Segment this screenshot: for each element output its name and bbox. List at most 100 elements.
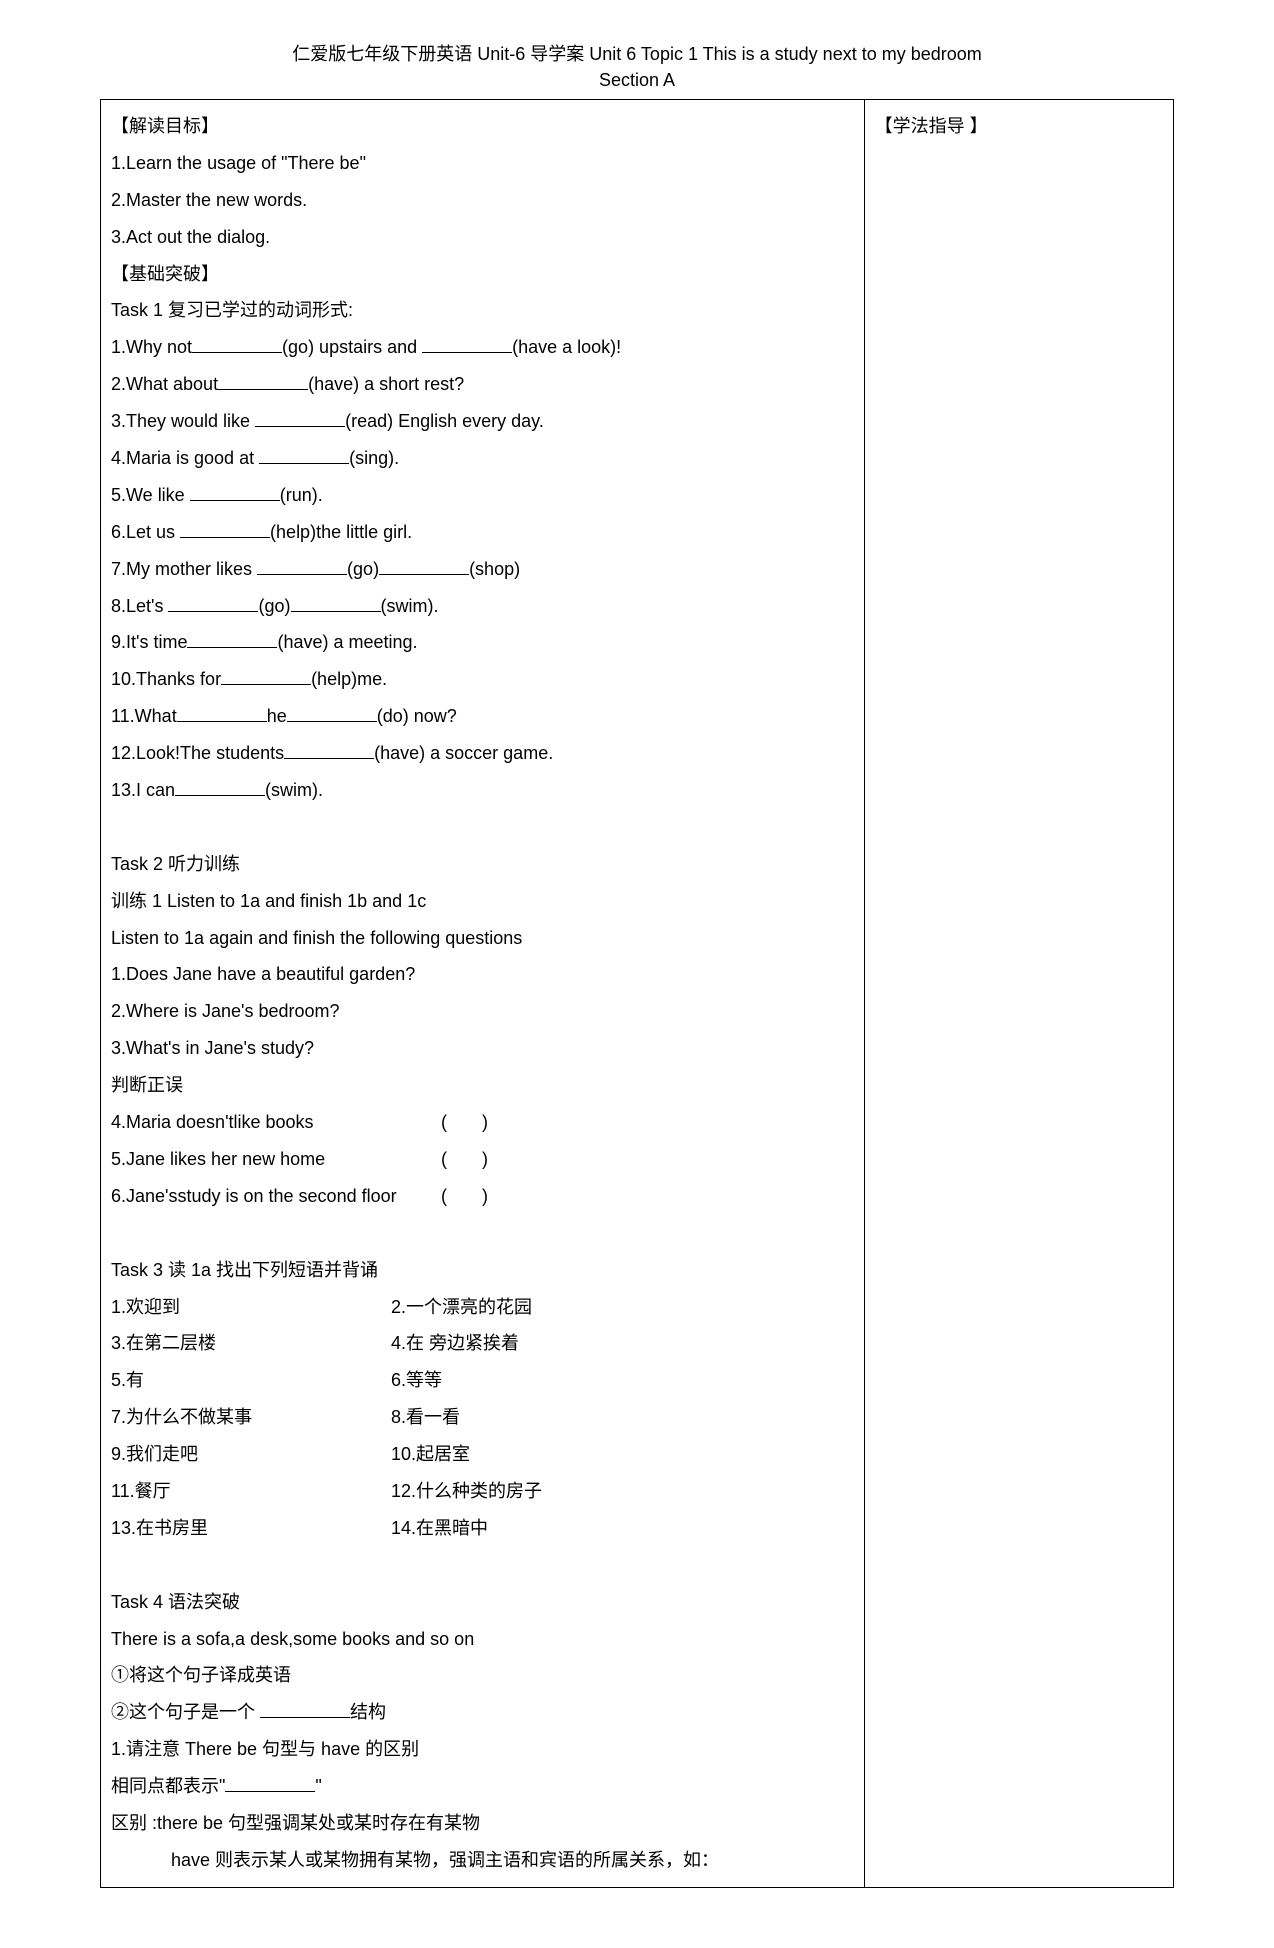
page-title-line2: Section A (100, 70, 1174, 91)
judge-title: 判断正误 (111, 1067, 854, 1104)
text: (shop) (469, 559, 520, 579)
task1-item: 6.Let us (help)the little girl. (111, 514, 854, 551)
task1-item: 2.What about (have) a short rest? (111, 366, 854, 403)
judge-text: 4.Maria doesn'tlike books (111, 1104, 441, 1141)
fill-blank[interactable] (259, 445, 349, 464)
task1-item: 8.Let's (go)(swim). (111, 588, 854, 625)
fill-blank[interactable] (257, 556, 347, 575)
fill-blank[interactable] (168, 593, 258, 612)
task1-title: Task 1 复习已学过的动词形式: (111, 292, 854, 329)
judge-item: 6.Jane'sstudy is on the second floor ( ) (111, 1178, 854, 1215)
judge-text: 5.Jane likes her new home (111, 1141, 441, 1178)
task4-title: Task 4 语法突破 (111, 1584, 854, 1621)
text: 2.What about (111, 374, 218, 394)
phrase-row: 5.有6.等等 (111, 1362, 854, 1399)
phrase-right: 4.在 旁边紧挨着 (391, 1325, 854, 1362)
text: 4.Maria is good at (111, 448, 259, 468)
fill-blank[interactable] (260, 1699, 350, 1718)
task2-question: 1.Does Jane have a beautiful garden? (111, 956, 854, 993)
text: 12.Look!The students (111, 743, 284, 763)
goals-heading: 【解读目标】 (111, 108, 854, 145)
task2-question: 3.What's in Jane's study? (111, 1030, 854, 1067)
text: he (267, 706, 287, 726)
text: (run). (280, 485, 323, 505)
text: (go) (258, 596, 290, 616)
fill-blank[interactable] (177, 703, 267, 722)
fill-blank[interactable] (225, 1773, 315, 1792)
text: (have) a soccer game. (374, 743, 553, 763)
fill-blank[interactable] (192, 334, 282, 353)
phrase-right: 2.一个漂亮的花园 (391, 1289, 854, 1326)
task4-line: 区别 :there be 句型强调某处或某时存在有某物 (111, 1805, 854, 1842)
task4-line: ②这个句子是一个 结构 (111, 1694, 854, 1731)
phrase-left: 5.有 (111, 1362, 391, 1399)
text: (have) a short rest? (308, 374, 464, 394)
fill-blank[interactable] (218, 371, 308, 390)
text: (help)me. (311, 669, 387, 689)
right-column: 【学法指导 】 (864, 100, 1173, 1888)
fill-blank[interactable] (422, 334, 512, 353)
text: (sing). (349, 448, 399, 468)
text: (go) (347, 559, 379, 579)
judge-item: 4.Maria doesn'tlike books ( ) (111, 1104, 854, 1141)
judge-paren[interactable]: ( ) (441, 1104, 561, 1141)
text: 13.I can (111, 780, 175, 800)
phrase-left: 13.在书房里 (111, 1510, 391, 1547)
task1-item: 12.Look!The students (have) a soccer game… (111, 735, 854, 772)
text: 结构 (350, 1702, 386, 1722)
fill-blank[interactable] (287, 703, 377, 722)
phrase-left: 9.我们走吧 (111, 1436, 391, 1473)
text: (have a look)! (512, 337, 621, 357)
phrase-right: 8.看一看 (391, 1399, 854, 1436)
text: (swim). (265, 780, 323, 800)
text: 3.They would like (111, 411, 255, 431)
goal-item: 1.Learn the usage of "There be" (111, 145, 854, 182)
task2-question: 2.Where is Jane's bedroom? (111, 993, 854, 1030)
fill-blank[interactable] (175, 777, 265, 796)
phrase-left: 1.欢迎到 (111, 1289, 391, 1326)
goal-item: 2.Master the new words. (111, 182, 854, 219)
phrase-row: 1.欢迎到2.一个漂亮的花园 (111, 1289, 854, 1326)
text: 11.What (111, 706, 177, 726)
fill-blank[interactable] (379, 556, 469, 575)
phrase-row: 11.餐厅12.什么种类的房子 (111, 1473, 854, 1510)
task1-item: 3.They would like (read) English every d… (111, 403, 854, 440)
phrase-row: 7.为什么不做某事8.看一看 (111, 1399, 854, 1436)
fill-blank[interactable] (180, 519, 270, 538)
task1-item: 10.Thanks for(help)me. (111, 661, 854, 698)
text: " (315, 1776, 321, 1796)
task4-line: 相同点都表示"" (111, 1768, 854, 1805)
phrase-right: 12.什么种类的房子 (391, 1473, 854, 1510)
task1-item: 7.My mother likes (go) (shop) (111, 551, 854, 588)
text: (have) a meeting. (277, 632, 417, 652)
task2-title: Task 2 听力训练 (111, 846, 854, 883)
task1-item: 11.Whathe(do) now? (111, 698, 854, 735)
fill-blank[interactable] (255, 408, 345, 427)
goal-item: 3.Act out the dialog. (111, 219, 854, 256)
task4-line: 1.请注意 There be 句型与 have 的区别 (111, 1731, 854, 1768)
task1-item: 13.I can (swim). (111, 772, 854, 809)
phrase-right: 6.等等 (391, 1362, 854, 1399)
content-table: 【解读目标】 1.Learn the usage of "There be" 2… (100, 99, 1174, 1888)
text: (swim). (381, 596, 439, 616)
fill-blank[interactable] (190, 482, 280, 501)
text: ②这个句子是一个 (111, 1702, 260, 1722)
judge-paren[interactable]: ( ) (441, 1141, 561, 1178)
task2-sub2: Listen to 1a again and finish the follow… (111, 920, 854, 957)
text: (go) upstairs and (282, 337, 422, 357)
fill-blank[interactable] (291, 593, 381, 612)
text: (read) English every day. (345, 411, 544, 431)
judge-paren[interactable]: ( ) (441, 1178, 561, 1215)
task1-item: 4.Maria is good at (sing). (111, 440, 854, 477)
task1-item: 1.Why not(go) upstairs and (have a look)… (111, 329, 854, 366)
phrase-left: 7.为什么不做某事 (111, 1399, 391, 1436)
judge-text: 6.Jane'sstudy is on the second floor (111, 1178, 441, 1215)
judge-item: 5.Jane likes her new home ( ) (111, 1141, 854, 1178)
task4-line: There is a sofa,a desk,some books and so… (111, 1621, 854, 1658)
fill-blank[interactable] (187, 629, 277, 648)
fill-blank[interactable] (284, 740, 374, 759)
text: 6.Let us (111, 522, 180, 542)
phrase-row: 3.在第二层楼4.在 旁边紧挨着 (111, 1325, 854, 1362)
text: 7.My mother likes (111, 559, 257, 579)
fill-blank[interactable] (221, 666, 311, 685)
